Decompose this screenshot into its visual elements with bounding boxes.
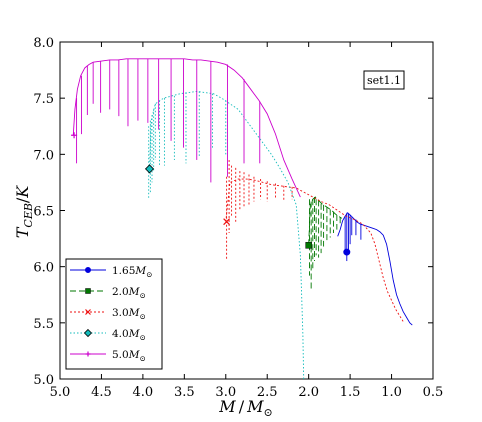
y-tick-label: 5.5 — [33, 317, 54, 332]
x-tick-label: 1.0 — [381, 385, 402, 400]
x-tick-label: 2.0 — [298, 385, 319, 400]
x-tick-label: 0.5 — [423, 385, 444, 400]
legend-marker — [85, 288, 91, 294]
legend-label-value: 1.65 — [112, 265, 135, 277]
legend-label-sun: ⊙ — [146, 270, 152, 279]
legend-entry: 2.0M⊙ — [70, 286, 146, 300]
legend-label: 4.0M⊙ — [112, 328, 146, 342]
legend-label-sun: ⊙ — [139, 354, 145, 363]
legend-entry: 5.0M⊙ — [70, 349, 146, 363]
series-marker — [343, 248, 351, 256]
x-tick-label: 2.5 — [257, 385, 278, 400]
legend-label: 2.0M⊙ — [112, 286, 146, 300]
annotation-label: set1.1 — [367, 74, 401, 87]
legend-entry: 4.0M⊙ — [70, 328, 146, 342]
legend-label-value: 3.0 — [112, 307, 129, 319]
legend-marker — [83, 328, 93, 338]
series-line — [72, 58, 301, 198]
markers-group — [71, 132, 351, 256]
legend-marker — [85, 267, 91, 273]
legend-label: 3.0M⊙ — [112, 307, 146, 321]
legend-entries: 1.65M⊙2.0M⊙3.0M⊙4.0M⊙5.0M⊙ — [70, 265, 152, 363]
legend-marker — [85, 309, 91, 315]
series-4 — [72, 58, 301, 198]
series-marker — [71, 132, 78, 139]
legend-label: 5.0M⊙ — [112, 349, 146, 363]
legend-label-sun: ⊙ — [139, 291, 145, 300]
ticks-group: 5.0 4.5 4.0 3.5 3.0 2.5 2.0 1.5 1.0 0.5 5.0 5.5 6.0 6… — [33, 36, 443, 400]
legend-label: 1.65M⊙ — [112, 265, 152, 279]
series-0 — [337, 212, 413, 326]
y-tick-label: 6.0 — [33, 261, 54, 276]
legend-label-unit: M — [134, 265, 146, 277]
legend-entry: 3.0M⊙ — [70, 307, 146, 321]
y-tick-label: 8.0 — [33, 36, 54, 51]
x-tick-label: 4.0 — [133, 385, 154, 400]
series-marker — [223, 218, 231, 226]
legend-label-unit: M — [128, 286, 140, 298]
series-line — [149, 90, 305, 379]
x-tick-label: 4.5 — [91, 385, 112, 400]
x-axis-label: M / M⊙ — [218, 397, 272, 419]
legend: 1.65M⊙2.0M⊙3.0M⊙4.0M⊙5.0M⊙ — [65, 258, 163, 370]
legend-label-sun: ⊙ — [139, 333, 145, 342]
series-2 — [225, 159, 405, 324]
y-tick-label: 5.0 — [33, 373, 54, 388]
y-tick-label: 7.0 — [33, 148, 54, 163]
legend-label-unit: M — [128, 307, 140, 319]
legend-box — [65, 258, 163, 370]
series-group — [72, 58, 413, 379]
x-tick-label: 1.5 — [340, 385, 361, 400]
x-tick-label: 3.0 — [215, 385, 236, 400]
legend-label-value: 4.0 — [112, 328, 129, 340]
series-3 — [148, 90, 305, 379]
y-tick-label: 6.5 — [33, 205, 54, 220]
legend-label-sun: ⊙ — [139, 312, 145, 321]
legend-entry: 1.65M⊙ — [70, 265, 152, 279]
x-tick-label: 5.0 — [50, 385, 71, 400]
y-tick-label: 7.5 — [33, 92, 54, 107]
series-line — [308, 196, 343, 246]
y-axis-label: TCEB/K — [13, 185, 35, 239]
annotation-box — [363, 70, 405, 90]
series-marker — [305, 242, 312, 249]
x-tick-label: 3.5 — [174, 385, 195, 400]
series-marker — [144, 164, 155, 174]
legend-label-value: 5.0 — [112, 349, 129, 361]
legend-label-value: 2.0 — [112, 286, 129, 298]
legend-label-unit: M — [128, 328, 140, 340]
series-1 — [308, 196, 343, 290]
legend-label-unit: M — [128, 349, 140, 361]
series-line — [337, 212, 413, 326]
legend-marker — [85, 351, 91, 357]
